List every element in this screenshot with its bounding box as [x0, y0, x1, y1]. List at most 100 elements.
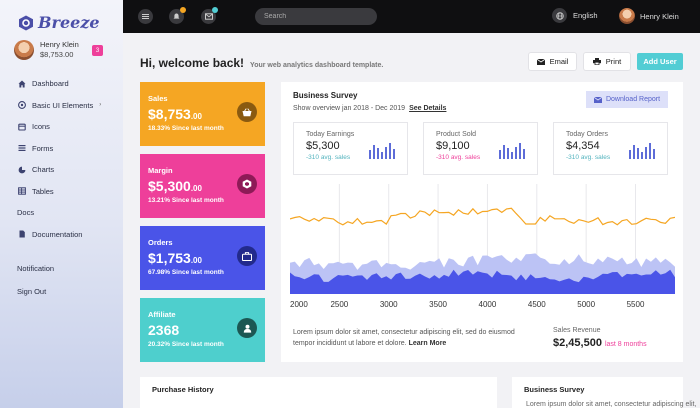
sidebar-item-label: Tables [32, 186, 54, 196]
purchase-history-panel: Purchase History [140, 377, 497, 408]
profile-badge[interactable]: 3 [92, 45, 103, 56]
chevron-right-icon: › [99, 102, 102, 109]
revenue-period: last 8 months [604, 341, 647, 348]
box-icon [18, 123, 26, 131]
stat-value: $8,753.00 [148, 106, 257, 122]
sidebar-item-basic-ui[interactable]: Basic UI Elements › [0, 95, 123, 117]
search-input[interactable] [264, 13, 354, 20]
x-tick-label: 5500 [627, 300, 645, 309]
sidebar-profile[interactable]: Henry Klein $8,753.00 [14, 40, 79, 60]
overview-range: Show overview jan 2018 - Dec 2019 [293, 105, 406, 112]
profile-amount: $8,753.00 [40, 50, 74, 59]
stat-value: 2368 [148, 322, 257, 338]
menu-toggle-button[interactable] [138, 9, 153, 24]
user-name: Henry Klein [640, 11, 679, 21]
mini-stat-orders: Today Orders $4,354 -310 avg. sales [553, 122, 668, 175]
sidebar-item-tables[interactable]: Tables [0, 181, 123, 203]
learn-more-link[interactable]: Learn More [408, 340, 447, 347]
user-menu[interactable]: Henry Klein [619, 8, 679, 24]
add-user-button[interactable]: Add User [637, 53, 683, 70]
sidebar-item-label: Charts [32, 165, 55, 175]
stat-value-cents: .00 [190, 184, 202, 193]
stat-card-margin: Margin $5,300.00 13.21% Since last month [140, 154, 265, 218]
sidebar-item-charts[interactable]: Charts [0, 159, 123, 181]
globe-icon [552, 8, 567, 23]
stat-value-cents: .00 [190, 256, 202, 265]
sidebar-sign-out[interactable]: Sign Out [17, 287, 47, 296]
sidebar-item-docs[interactable]: Docs [0, 202, 123, 224]
language-selector[interactable]: English [552, 8, 598, 23]
sidebar-item-label: Forms [32, 143, 54, 153]
home-icon [18, 80, 26, 88]
sidebar-item-label: Dashboard [32, 79, 69, 89]
mini-stat-value: $4,354 [566, 140, 600, 152]
language-label: English [573, 11, 598, 20]
sidebar-item-label: Documentation [32, 229, 83, 239]
search-box [255, 8, 377, 25]
print-label: Print [605, 57, 622, 66]
panel-title: Business Survey [293, 91, 358, 100]
stat-change: 18.33% Since last month [148, 125, 224, 132]
email-label: Email [549, 57, 569, 66]
sidebar-item-icons[interactable]: Icons [0, 116, 123, 138]
download-report-button[interactable]: Download Report [586, 91, 668, 108]
sales-revenue: Sales Revenue $2,45,500 last 8 months [553, 327, 647, 349]
sidebar-item-dashboard[interactable]: Dashboard [0, 73, 123, 95]
sidebar: Breeze Henry Klein $8,753.00 3 Dashboard… [0, 0, 123, 408]
bar-chart-icon [368, 143, 395, 159]
mini-stat-value: $9,100 [436, 140, 470, 152]
stat-value: $5,300.00 [148, 178, 257, 194]
revenue-value-row: $2,45,500 last 8 months [553, 337, 647, 349]
panel-title: Purchase History [152, 385, 214, 394]
message-dot [212, 7, 218, 13]
menu-icon [142, 14, 149, 19]
panel-title: Business Survey [524, 385, 585, 394]
compass-icon [18, 101, 26, 110]
messages-button[interactable] [201, 7, 218, 24]
sidebar-item-forms[interactable]: Forms [0, 138, 123, 160]
list-icon [18, 145, 26, 152]
stat-change: 13.21% Since last month [148, 197, 224, 204]
sidebar-item-label: Docs [17, 208, 35, 218]
x-tick-label: 3000 [380, 300, 398, 309]
sidebar-nav: Dashboard Basic UI Elements › Icons Form… [0, 73, 123, 245]
stat-change: 20.32% Since last month [148, 341, 224, 348]
series-line [290, 207, 675, 226]
notifications-button[interactable] [169, 7, 186, 24]
brand-logo[interactable]: Breeze [18, 13, 100, 32]
briefcase-icon [237, 246, 257, 266]
stat-value-cents: .00 [190, 112, 202, 121]
printer-icon [592, 58, 601, 65]
mini-stat-earnings: Today Earnings $5,300 -310 avg. sales [293, 122, 408, 175]
page-title: Hi, welcome back! Your web analytics dash… [140, 56, 383, 70]
see-details-link[interactable]: See Details [409, 105, 447, 112]
mail-icon [536, 58, 545, 65]
top-bar: English Henry Klein [123, 0, 700, 33]
basket-icon [237, 102, 257, 122]
x-tick-label: 4000 [479, 300, 497, 309]
x-tick-label: 2000 [290, 300, 308, 309]
stat-value-main: $1,753 [148, 250, 191, 266]
welcome-subtitle: Your web analytics dashboard template. [250, 62, 384, 69]
x-tick-label: 5000 [577, 300, 595, 309]
mini-stat-sub: -310 avg. sales [306, 154, 351, 161]
sidebar-notification[interactable]: Notification [17, 264, 55, 273]
avatar [619, 8, 635, 24]
email-button[interactable]: Email [529, 53, 576, 70]
stat-value: $1,753.00 [148, 250, 257, 266]
stat-value-main: $5,300 [148, 178, 191, 194]
print-button[interactable]: Print [584, 53, 630, 70]
mini-stat-value: $5,300 [306, 140, 340, 152]
mini-stat-title: Today Earnings [306, 131, 355, 138]
stat-change: 67.98% Since last month [148, 269, 224, 276]
mini-stat-title: Product Sold [436, 131, 477, 138]
description-text: Lorem ipsum dolor sit amet, consectetur … [293, 329, 515, 347]
stat-title: Margin [148, 166, 173, 175]
stat-card-orders: Orders $1,753.00 67.98% Since last month [140, 226, 265, 290]
x-tick-label: 4500 [528, 300, 546, 309]
user-icon [237, 318, 257, 338]
sidebar-item-documentation[interactable]: Documentation [0, 224, 123, 246]
stat-value-main: $8,753 [148, 106, 191, 122]
mini-stat-product-sold: Product Sold $9,100 -310 avg. sales [423, 122, 538, 175]
bar-chart-icon [628, 143, 655, 159]
